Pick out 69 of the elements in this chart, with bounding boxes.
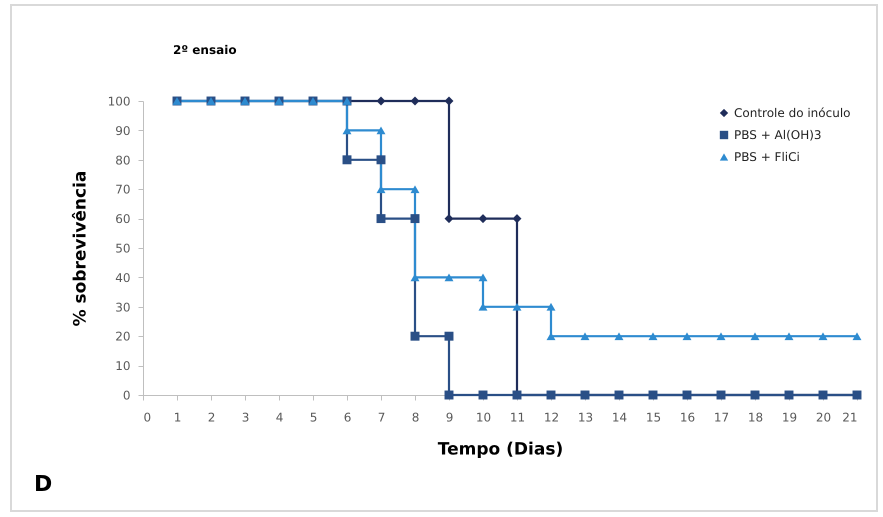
point: [512, 214, 522, 224]
point: [376, 214, 386, 224]
point: [376, 155, 386, 164]
legend-label: Controle do inóculo: [734, 106, 851, 120]
x-tick-label: 3: [242, 410, 250, 424]
point: [444, 214, 454, 224]
point: [478, 390, 488, 400]
point: [376, 126, 386, 134]
x-tick-label: 17: [714, 410, 730, 424]
chart-title: 2º ensaio: [173, 43, 237, 57]
x-tick-label: 21: [842, 410, 858, 424]
point: [410, 332, 420, 341]
text: D: [34, 472, 52, 497]
x-tick-label: 6: [344, 410, 352, 424]
x-tick-label: 9: [446, 410, 454, 424]
point: [410, 214, 420, 224]
point: [546, 302, 556, 311]
point: [478, 274, 488, 282]
y-tick-label: 60: [115, 212, 130, 226]
x-tick-label: 16: [680, 410, 696, 424]
point: [342, 155, 352, 164]
x-tick-label: 18: [748, 410, 764, 424]
point: [716, 332, 726, 340]
legend-label: PBS + Al(OH)3: [734, 128, 822, 142]
y-tick-label: 10: [115, 359, 130, 374]
x-tick-label: 15: [646, 410, 662, 424]
y-tick-label: 90: [115, 124, 130, 138]
point: [444, 332, 454, 341]
y-tick-label: 70: [115, 182, 130, 197]
y-tick-label: 50: [115, 242, 130, 256]
x-tick-label: 11: [510, 410, 526, 424]
y-tick-label: 30: [115, 300, 130, 314]
x-tick-label: 20: [816, 410, 832, 424]
x-tick-label: 19: [782, 410, 798, 424]
y-tick-label: 0: [122, 388, 130, 402]
point: [682, 332, 692, 340]
point: [376, 96, 386, 106]
point: [478, 214, 488, 224]
y-tick-label: 80: [115, 153, 130, 168]
y-tick-label: 20: [115, 330, 130, 344]
x-tick-label: 13: [578, 410, 594, 424]
x-tick-label: 7: [378, 410, 386, 424]
point: [580, 332, 590, 340]
point: [512, 302, 522, 311]
x-tick-label: 4: [276, 410, 284, 424]
point: [852, 332, 862, 340]
x-tick-label: 2: [208, 410, 216, 424]
x-tick-label: 1: [174, 410, 182, 424]
point: [784, 332, 794, 340]
point: [410, 96, 420, 106]
y-axis-title: % sobrevivência: [70, 170, 91, 326]
point: [410, 185, 420, 194]
x-tick-label: 10: [476, 410, 492, 424]
point: [444, 96, 454, 106]
point: [648, 332, 658, 340]
point: [444, 390, 454, 400]
point: [444, 274, 454, 282]
legend-label: PBS + FliCi: [734, 150, 800, 164]
x-tick-label: 0: [144, 410, 152, 424]
x-tick-label: 14: [612, 410, 628, 424]
x-axis-title: Tempo (Dias): [438, 440, 564, 460]
point: [614, 332, 624, 340]
y-tick-label: 100: [108, 94, 130, 108]
point: [750, 332, 760, 340]
x-tick-label: 5: [310, 410, 318, 424]
x-tick-label: 12: [544, 410, 560, 424]
x-tick-label: 8: [412, 410, 420, 424]
point: [818, 332, 828, 340]
y-tick-label: 40: [115, 270, 130, 285]
